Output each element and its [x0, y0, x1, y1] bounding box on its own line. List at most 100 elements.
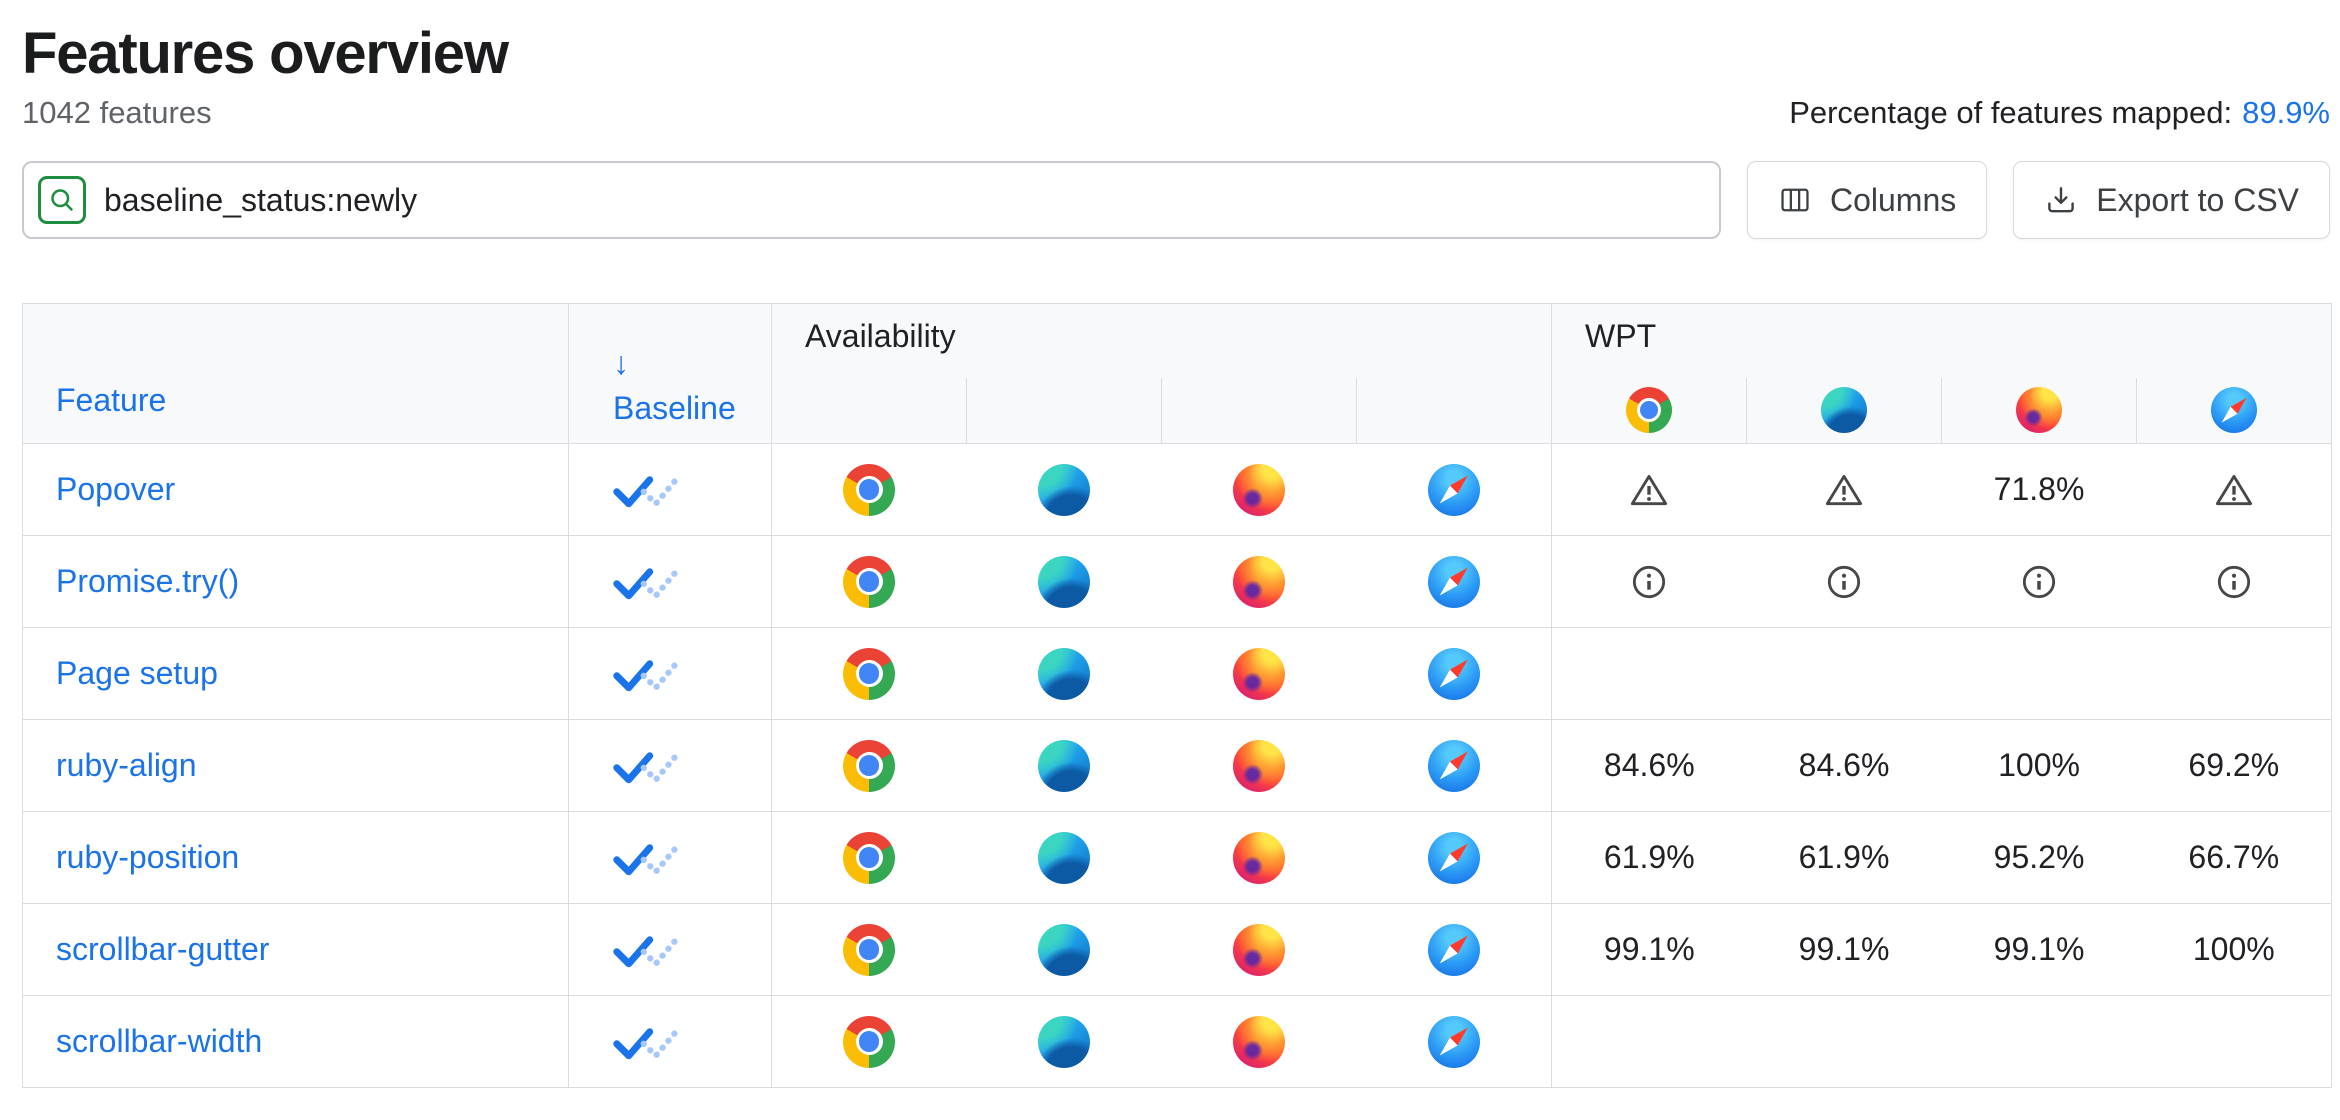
feature-count: 1042 features: [22, 95, 212, 130]
info-icon: [2022, 565, 2056, 598]
wpt-cell: [1941, 995, 2137, 1088]
wpt-cell: [1551, 535, 1747, 628]
wpt-score: 84.6%: [1603, 747, 1695, 783]
info-icon: [1633, 565, 1666, 598]
wpt-cell: [1746, 443, 1942, 536]
table-row: ruby-position 61.9% 61.9%: [22, 811, 2332, 904]
table-row: Promise.try(): [22, 535, 2332, 628]
wpt-cell: [1551, 443, 1747, 536]
info-icon: [1827, 565, 1861, 598]
edge-icon: [1821, 387, 1868, 434]
chrome-icon: [843, 831, 896, 884]
wpt-cell: [1551, 995, 1747, 1088]
baseline-newly-icon: [613, 752, 680, 785]
safari-icon: [1427, 923, 1480, 976]
wpt-cell: [1746, 627, 1942, 720]
wpt-cell: 95.2%: [1941, 811, 2137, 904]
wpt-cell: [2136, 995, 2332, 1088]
firefox-icon: [1233, 1015, 1285, 1068]
warning-icon: [1825, 474, 1863, 505]
wpt-score: 100%: [1998, 747, 2080, 783]
wpt-cell: 100%: [2136, 903, 2332, 996]
edge-icon: [1038, 555, 1090, 608]
features-table: Feature ↓ Baseline Availability WPT: [22, 303, 2333, 1088]
chrome-icon: [843, 555, 896, 608]
availability-subheader: [966, 377, 1162, 444]
toolbar: Columns Export to CSV: [22, 161, 2330, 239]
baseline-newly-icon: [613, 844, 680, 877]
feature-link[interactable]: ruby-align: [56, 747, 197, 783]
firefox-icon: [1233, 555, 1285, 608]
page-title: Features overview: [22, 21, 509, 86]
feature-link[interactable]: scrollbar-gutter: [56, 931, 270, 967]
columns-button[interactable]: Columns: [1746, 161, 1988, 239]
wpt-score: 99.1%: [1798, 931, 1890, 967]
chrome-icon: [843, 647, 896, 700]
wpt-group-header: WPT: [1551, 303, 2332, 378]
search-input[interactable]: [104, 181, 1719, 219]
firefox-icon: [1233, 647, 1285, 700]
export-csv-button-label: Export to CSV: [2096, 181, 2299, 218]
wpt-cell: [2136, 535, 2332, 628]
wpt-score: 69.2%: [2188, 747, 2280, 783]
info-icon: [2217, 565, 2250, 598]
wpt-cell: 99.1%: [1941, 903, 2137, 996]
warning-icon: [2215, 474, 2252, 505]
firefox-icon: [1233, 923, 1285, 976]
search-icon: [38, 176, 86, 224]
feature-link[interactable]: Promise.try(): [56, 563, 240, 599]
wpt-score: 61.9%: [1798, 839, 1890, 875]
table-row: scrollbar-width: [22, 995, 2332, 1088]
columns-button-label: Columns: [1829, 181, 1957, 218]
wpt-cell: [1941, 535, 2137, 628]
wpt-score: 84.6%: [1798, 747, 1890, 783]
wpt-cell: 99.1%: [1551, 903, 1747, 996]
feature-link[interactable]: scrollbar-width: [56, 1023, 263, 1059]
sort-descending-icon: ↓: [613, 345, 629, 381]
mapped-percentage-link[interactable]: 89.9%: [2242, 95, 2330, 130]
feature-link[interactable]: Popover: [56, 471, 176, 507]
wpt-cell: 61.9%: [1746, 811, 1942, 904]
safari-icon: [1427, 463, 1480, 516]
wpt-browser-header: [1551, 377, 1747, 444]
edge-icon: [1038, 831, 1090, 884]
chrome-icon: [843, 739, 896, 792]
wpt-score: 71.8%: [1993, 471, 2085, 507]
wpt-cell: 84.6%: [1746, 719, 1942, 812]
wpt-cell: [1746, 995, 1942, 1088]
export-csv-button[interactable]: Export to CSV: [2013, 161, 2330, 239]
wpt-cell: [1551, 627, 1747, 720]
wpt-browser-header: [2136, 377, 2332, 444]
firefox-icon: [1233, 739, 1285, 792]
chrome-icon: [843, 1015, 896, 1068]
availability-subheader: [1161, 377, 1357, 444]
wpt-browser-header: [1941, 377, 2137, 444]
wpt-cell: [1746, 535, 1942, 628]
wpt-cell: 99.1%: [1746, 903, 1942, 996]
table-row: ruby-align 84.6% 84.6%: [22, 719, 2332, 812]
wpt-cell: 61.9%: [1551, 811, 1747, 904]
baseline-column-header[interactable]: ↓ Baseline: [568, 303, 772, 444]
edge-icon: [1038, 739, 1090, 792]
mapped-percentage-label: Percentage of features mapped:: [1789, 95, 2233, 130]
table-body: Popover: [22, 443, 2332, 1088]
wpt-cell: 71.8%: [1941, 443, 2137, 536]
wpt-cell: [2136, 627, 2332, 720]
feature-column-header[interactable]: Feature: [22, 303, 569, 444]
availability-group-header: Availability: [771, 303, 1553, 378]
baseline-newly-icon: [613, 476, 680, 509]
edge-icon: [1038, 923, 1090, 976]
wpt-score: 99.1%: [1993, 931, 2085, 967]
chrome-icon: [843, 923, 896, 976]
wpt-browser-header: [1746, 377, 1942, 444]
search-bar: [22, 161, 1721, 239]
firefox-icon: [1233, 463, 1285, 516]
chrome-icon: [1626, 387, 1673, 434]
columns-icon: [1781, 188, 1809, 212]
wpt-score: 66.7%: [2188, 839, 2280, 875]
table-row: Popover: [22, 443, 2332, 536]
feature-link[interactable]: ruby-position: [56, 839, 240, 875]
table-row: scrollbar-gutter 99.1% 99.1%: [22, 903, 2332, 996]
baseline-newly-icon: [613, 568, 680, 601]
feature-link[interactable]: Page setup: [56, 655, 218, 691]
